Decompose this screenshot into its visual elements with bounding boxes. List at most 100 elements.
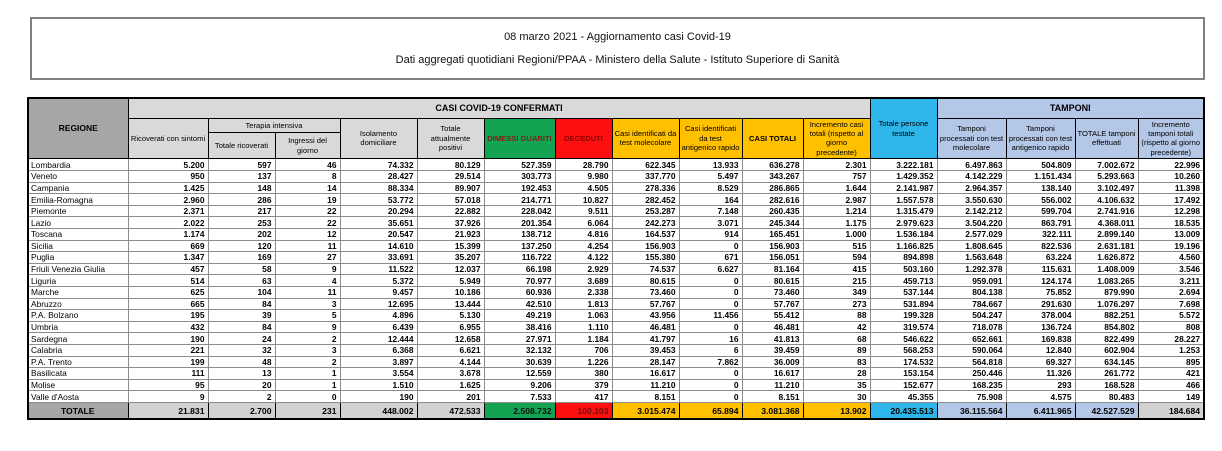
value-cell: 46.481	[611, 320, 680, 334]
value-cell: 3.071	[678, 216, 743, 229]
value-cell: 6.497.863	[936, 158, 1007, 172]
value-cell: 0	[678, 378, 743, 392]
value-cell: 3	[274, 297, 341, 311]
value-cell: 9	[274, 320, 341, 334]
value-cell: 7.148	[678, 204, 743, 218]
value-cell: 337.770	[611, 170, 680, 183]
totals-label-cell: TOTALE	[27, 401, 129, 420]
value-cell: 3.222.181	[869, 158, 938, 172]
value-cell: 63	[207, 274, 276, 287]
value-cell: 4.122	[554, 251, 613, 264]
value-cell: 378.004	[1005, 309, 1076, 322]
value-cell: 2.987	[802, 193, 871, 206]
value-cell: 13.009	[1137, 228, 1205, 241]
value-cell: 665	[127, 297, 209, 311]
value-cell: 1.808.645	[936, 239, 1007, 253]
value-cell: 1.253	[1137, 343, 1205, 357]
value-cell: 2.960	[127, 193, 209, 206]
value-cell: 706	[554, 343, 613, 357]
region-name-cell: Lazio	[27, 216, 129, 229]
region-row: Marche 625 104 11 9.457 10.186 60.936 2.338 73.4…	[27, 285, 1205, 299]
value-cell: 503.160	[869, 262, 938, 276]
value-cell: 1.166.825	[869, 239, 938, 253]
value-cell: 116.722	[483, 251, 556, 264]
value-cell: 201.354	[483, 216, 556, 229]
value-cell: 29.514	[416, 170, 485, 183]
region-name-cell: P.A. Bolzano	[27, 309, 129, 322]
value-cell: 349	[802, 285, 871, 299]
value-cell: 291.630	[1005, 297, 1076, 311]
value-cell: 80.615	[741, 274, 804, 287]
totals-value-cell: 21.831	[127, 401, 209, 420]
header-casi-confermati: CASI COVID-19 CONFERMATI	[127, 97, 871, 119]
region-name-cell: Abruzzo	[27, 297, 129, 311]
region-row: Valle d'Aosta 9 2 0 190 201 7.533 417 8.151 0 8.15…	[27, 390, 1205, 403]
value-cell: 27.971	[483, 332, 556, 345]
value-cell: 39.453	[611, 343, 680, 357]
region-row: Emilia-Romagna 2.960 286 19 53.772 57.018 214.…	[27, 193, 1205, 206]
header-totale-ricoverati: Totale ricoverati	[207, 132, 276, 160]
value-cell: 0	[678, 239, 743, 253]
value-cell: 1.076.297	[1074, 297, 1139, 311]
value-cell: 43.956	[611, 309, 680, 322]
value-cell: 4.106.632	[1074, 193, 1139, 206]
value-cell: 149	[1137, 390, 1205, 403]
value-cell: 81.164	[741, 262, 804, 276]
totals-value-cell: 36.115.564	[936, 401, 1007, 420]
value-cell: 111	[127, 367, 209, 380]
value-cell: 343.267	[741, 170, 804, 183]
value-cell: 1	[274, 367, 341, 380]
value-cell: 4.505	[554, 181, 613, 195]
value-cell: 597	[207, 158, 276, 172]
region-name-cell: Emilia-Romagna	[27, 193, 129, 206]
value-cell: 104	[207, 285, 276, 299]
value-cell: 1.536.184	[869, 228, 938, 241]
value-cell: 45.355	[869, 390, 938, 403]
value-cell: 895	[1137, 355, 1205, 369]
header-casi-antigenico: Casi identificati da test antigenico rap…	[678, 117, 743, 160]
value-cell: 2.338	[554, 285, 613, 299]
value-cell: 432	[127, 320, 209, 334]
region-name-cell: Basilicata	[27, 367, 129, 380]
totals-value-cell: 2.700	[207, 401, 276, 420]
value-cell: 602.904	[1074, 343, 1139, 357]
value-cell: 12.037	[416, 262, 485, 276]
value-cell: 13.444	[416, 297, 485, 311]
value-cell: 671	[678, 251, 743, 264]
value-cell: 1.151.434	[1005, 170, 1076, 183]
value-cell: 1.626.872	[1074, 251, 1139, 264]
value-cell: 12	[274, 228, 341, 241]
value-cell: 75.852	[1005, 285, 1076, 299]
value-cell: 37.926	[416, 216, 485, 229]
value-cell: 5.497	[678, 170, 743, 183]
value-cell: 168.528	[1074, 378, 1139, 392]
value-cell: 5	[274, 309, 341, 322]
totals-value-cell: 231	[274, 401, 341, 420]
value-cell: 11.210	[741, 378, 804, 392]
value-cell: 421	[1137, 367, 1205, 380]
value-cell: 13	[207, 367, 276, 380]
value-cell: 319.574	[869, 320, 938, 334]
value-cell: 48	[207, 355, 276, 369]
value-cell: 6.439	[339, 320, 418, 334]
region-name-cell: Toscana	[27, 228, 129, 241]
value-cell: 57.018	[416, 193, 485, 206]
value-cell: 282.452	[611, 193, 680, 206]
value-cell: 6.621	[416, 343, 485, 357]
value-cell: 22.996	[1137, 158, 1205, 172]
value-cell: 156.903	[741, 239, 804, 253]
value-cell: 83	[802, 355, 871, 369]
value-cell: 190	[339, 390, 418, 403]
value-cell: 652.661	[936, 332, 1007, 345]
value-cell: 11	[274, 239, 341, 253]
region-row: Puglia 1.347 169 27 33.691 35.207 116.722 4.122…	[27, 251, 1205, 264]
header-tamponi-antigenico: Tamponi processati con test antigenico r…	[1005, 117, 1076, 160]
region-row: Molise 95 20 1 1.510 1.625 9.206 379 11.210 0 11.2…	[27, 378, 1205, 392]
value-cell: 14	[274, 181, 341, 195]
totals-value-cell: 20.435.513	[869, 401, 938, 420]
value-cell: 124.174	[1005, 274, 1076, 287]
value-cell: 9.511	[554, 204, 613, 218]
value-cell: 201	[416, 390, 485, 403]
value-cell: 10.186	[416, 285, 485, 299]
value-cell: 8	[274, 170, 341, 183]
